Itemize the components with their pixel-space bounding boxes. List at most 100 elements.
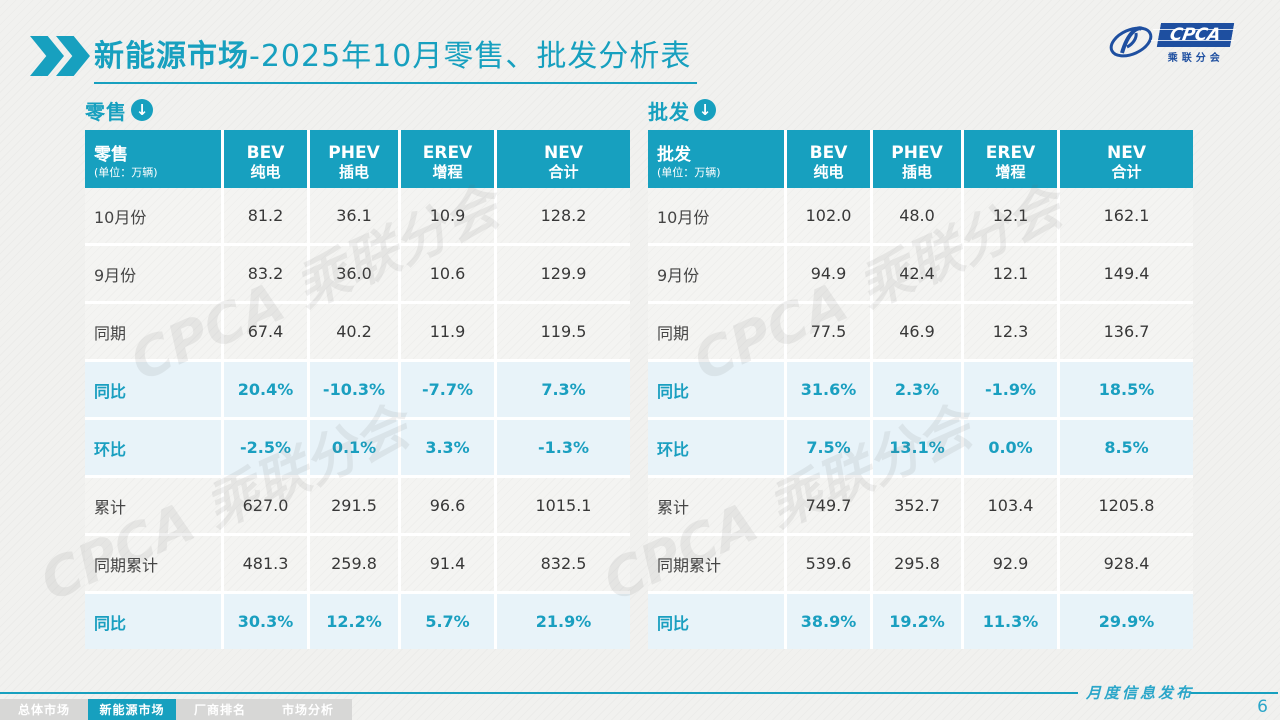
cell-value: 259.8: [310, 536, 398, 591]
footer-divider: [1190, 692, 1278, 694]
cell-value: 30.3%: [224, 594, 307, 649]
cell-value: 31.6%: [787, 362, 870, 417]
page-title-rest: -2025年10月零售、批发分析表: [249, 39, 692, 74]
retail-table: 零售 (单位：万辆) BEV 纯电 PHEV 插电 EREV 增程 NEV 合计 10月…: [31, 130, 630, 649]
bottom-nav-tabs: 总体市场 新能源市场 厂商排名 市场分析: [0, 699, 352, 720]
cell-value: -2.5%: [224, 420, 307, 475]
cell-value: 1015.1: [497, 478, 630, 533]
double-chevron-icon: [30, 36, 90, 76]
cell-value: 46.9: [873, 304, 961, 359]
cell-value: 102.0: [787, 188, 870, 243]
row-label: 同比: [85, 362, 221, 417]
cell-value: 539.6: [787, 536, 870, 591]
down-arrow-icon[interactable]: ↓: [131, 99, 153, 121]
cell-value: 10.9: [401, 188, 494, 243]
retail-section-title: 零售: [85, 99, 127, 124]
row-label: 10月份: [85, 188, 221, 243]
cell-value: 48.0: [873, 188, 961, 243]
cell-value: 291.5: [310, 478, 398, 533]
row-label: 同期累计: [85, 536, 221, 591]
cell-value: -10.3%: [310, 362, 398, 417]
row-label: 10月份: [648, 188, 784, 243]
cell-value: 749.7: [787, 478, 870, 533]
column-header-erev: EREV 增程: [964, 130, 1057, 194]
row-label: 9月份: [648, 246, 784, 301]
cpca-logo: CPCA 乘联分会: [1107, 22, 1235, 64]
cell-value: 136.7: [1060, 304, 1193, 359]
row-label: 环比: [648, 420, 784, 475]
cell-value: 36.0: [310, 246, 398, 301]
cell-value: 42.4: [873, 246, 961, 301]
cell-value: 5.7%: [401, 594, 494, 649]
publish-label: 月度信息发布: [1086, 684, 1195, 702]
footer-divider: [0, 692, 1078, 694]
unit-label: (单位：万辆): [94, 165, 158, 179]
row-label: 同比: [648, 362, 784, 417]
cell-value: 1205.8: [1060, 478, 1193, 533]
retail-header-cell: 零售 (单位：万辆): [85, 130, 221, 194]
wholesale-section: 批发 ↓ 批发 (单位：万辆) BEV 纯电 PHEV 插电 EREV 增程 NEV 合…: [594, 96, 1193, 649]
cell-value: 83.2: [224, 246, 307, 301]
cell-value: 162.1: [1060, 188, 1193, 243]
page-title-highlight: 新能源市场: [94, 39, 249, 74]
cell-value: 81.2: [224, 188, 307, 243]
cell-value: 8.5%: [1060, 420, 1193, 475]
cell-value: 96.6: [401, 478, 494, 533]
cell-value: 0.1%: [310, 420, 398, 475]
unit-label: (单位：万辆): [657, 165, 721, 179]
cell-value: 92.9: [964, 536, 1057, 591]
cell-value: 295.8: [873, 536, 961, 591]
column-header-nev: NEV 合计: [1060, 130, 1193, 194]
cell-value: 12.2%: [310, 594, 398, 649]
cell-value: 91.4: [401, 536, 494, 591]
cell-value: 10.6: [401, 246, 494, 301]
cell-value: 29.9%: [1060, 594, 1193, 649]
row-label: 同期: [85, 304, 221, 359]
cell-value: 128.2: [497, 188, 630, 243]
row-label: 累计: [648, 478, 784, 533]
cell-value: 149.4: [1060, 246, 1193, 301]
wholesale-section-title: 批发: [648, 99, 690, 124]
cell-value: -1.9%: [964, 362, 1057, 417]
cell-value: 77.5: [787, 304, 870, 359]
cell-value: 12.1: [964, 246, 1057, 301]
row-label: 同期: [648, 304, 784, 359]
cell-value: 928.4: [1060, 536, 1193, 591]
cell-value: 19.2%: [873, 594, 961, 649]
tab-nev-market[interactable]: 新能源市场: [88, 699, 176, 720]
cell-value: 352.7: [873, 478, 961, 533]
cell-value: 21.9%: [497, 594, 630, 649]
cell-value: 12.3: [964, 304, 1057, 359]
down-arrow-icon[interactable]: ↓: [694, 99, 716, 121]
cell-value: 11.9: [401, 304, 494, 359]
cell-value: 2.3%: [873, 362, 961, 417]
column-header-bev: BEV 纯电: [224, 130, 307, 194]
cell-value: -7.7%: [401, 362, 494, 417]
page-number: 6: [1257, 697, 1268, 717]
cell-value: 38.9%: [787, 594, 870, 649]
column-header-phev: PHEV 插电: [310, 130, 398, 194]
wholesale-table: 批发 (单位：万辆) BEV 纯电 PHEV 插电 EREV 增程 NEV 合计 10月…: [594, 130, 1193, 649]
tab-market-analysis[interactable]: 市场分析: [264, 699, 352, 720]
column-header-phev: PHEV 插电: [873, 130, 961, 194]
cell-value: 103.4: [964, 478, 1057, 533]
cpca-logo-mark: [1110, 26, 1153, 58]
cell-value: 627.0: [224, 478, 307, 533]
cell-value: 12.1: [964, 188, 1057, 243]
row-label: 9月份: [85, 246, 221, 301]
cell-value: 119.5: [497, 304, 630, 359]
row-label: 环比: [85, 420, 221, 475]
tab-overall-market[interactable]: 总体市场: [0, 699, 88, 720]
cpca-logo-subtext: 乘联分会: [1167, 52, 1224, 64]
row-label: 同期累计: [648, 536, 784, 591]
cell-value: 13.1%: [873, 420, 961, 475]
cell-value: 0.0%: [964, 420, 1057, 475]
cell-value: -1.3%: [497, 420, 630, 475]
cell-value: 129.9: [497, 246, 630, 301]
tab-manufacturer-ranking[interactable]: 厂商排名: [176, 699, 264, 720]
retail-section-label: 零售 ↓: [85, 96, 630, 124]
cell-value: 481.3: [224, 536, 307, 591]
row-label: 同比: [85, 594, 221, 649]
column-header-nev: NEV 合计: [497, 130, 630, 194]
